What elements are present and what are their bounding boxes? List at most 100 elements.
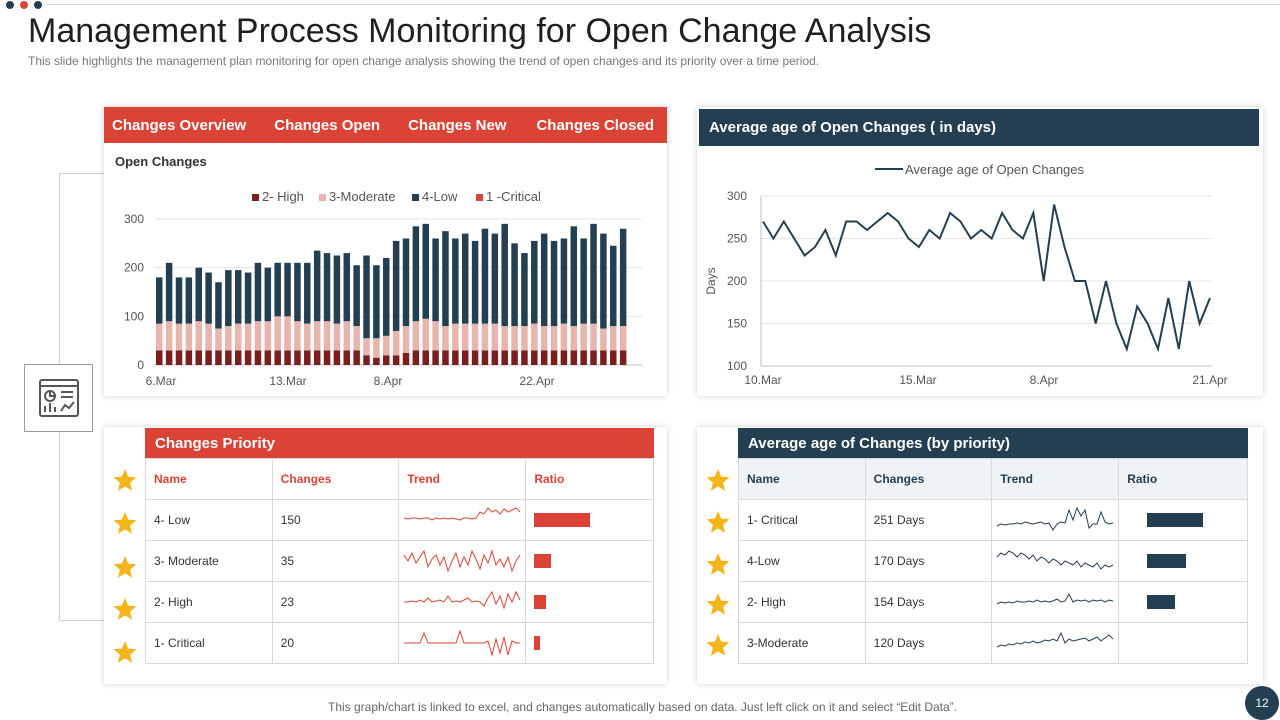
sparkline <box>997 592 1114 604</box>
age-stars <box>706 469 730 656</box>
bar-segment <box>531 350 538 365</box>
cell-name: 3-Moderate <box>738 622 866 664</box>
bar-segment <box>294 262 301 322</box>
bar-segment <box>373 357 380 365</box>
bar-segment <box>323 350 331 365</box>
bar-segment <box>619 228 627 327</box>
x-tick-label: 15.Mar <box>899 373 936 387</box>
sparkline <box>997 631 1114 647</box>
footer-note: This graph/chart is linked to excel, and… <box>328 700 957 714</box>
table-row: 3- Moderate 35 <box>145 540 654 582</box>
overview-tabs: Changes Overview Changes Open Changes Ne… <box>104 107 667 143</box>
bar-segment <box>363 355 370 365</box>
y-axis-label: Days <box>704 267 718 294</box>
bar-segment <box>501 326 508 351</box>
column-header: Changes <box>271 458 400 500</box>
x-tick-label: 8.Apr <box>374 374 403 388</box>
bar-segment <box>353 350 360 365</box>
priority-table-header: Changes Priority <box>145 428 654 458</box>
bar-segment <box>442 326 449 351</box>
tab-changes-open[interactable]: Changes Open <box>274 116 381 134</box>
bar-segment <box>225 326 232 351</box>
bar-segment <box>244 350 252 365</box>
bar-segment <box>343 321 351 351</box>
y-tick-label: 250 <box>727 232 747 246</box>
cell-name: 2- High <box>738 581 866 623</box>
cell-ratio <box>1118 581 1248 623</box>
bar-segment <box>422 223 429 319</box>
changes-overview-card: Changes Overview Changes Open Changes Ne… <box>104 107 667 396</box>
y-tick-label: 0 <box>137 358 144 372</box>
table-row: 4- Low 150 <box>145 499 654 541</box>
bar-segment <box>195 321 202 351</box>
bar-segment <box>156 277 163 324</box>
bar-segment <box>560 323 568 351</box>
legend-swatch <box>252 194 259 201</box>
cell-trend <box>398 622 527 664</box>
dashboard-icon <box>38 379 79 417</box>
cell-changes: 120 Days <box>864 622 993 664</box>
bar-segment <box>274 350 281 365</box>
bar-segment <box>165 321 173 351</box>
bar-segment <box>313 321 321 351</box>
star-icon <box>706 511 730 533</box>
tab-changes-closed[interactable]: Changes Closed <box>536 116 654 134</box>
bar-segment <box>412 226 420 322</box>
bar-segment <box>225 350 232 365</box>
dot-icon <box>6 1 14 9</box>
bar-segment <box>373 265 380 339</box>
legend-swatch <box>412 194 419 201</box>
bar-segment <box>452 350 459 365</box>
ratio-bar <box>1147 595 1176 609</box>
bar-segment <box>570 326 578 351</box>
bar-segment <box>383 355 390 365</box>
bar-segment <box>442 231 449 327</box>
bar-segment <box>175 350 183 365</box>
cell-ratio <box>1118 622 1248 664</box>
table-row: 1- Critical 251 Days <box>738 499 1248 541</box>
bar-segment <box>313 250 321 322</box>
bar-segment <box>392 330 400 356</box>
column-header: Name <box>738 458 866 500</box>
bar-segment <box>244 323 252 351</box>
bar-segment <box>185 323 193 351</box>
sparkline-path <box>997 592 1114 604</box>
tab-changes-overview[interactable]: Changes Overview <box>112 116 247 134</box>
bar-segment <box>392 240 400 331</box>
bar-segment <box>323 321 331 351</box>
bar-segment <box>610 245 617 327</box>
bar-segment <box>600 328 607 351</box>
bar-segment <box>491 323 499 351</box>
bar-segment <box>590 350 597 365</box>
cell-name: 4-Low <box>738 540 866 582</box>
legend-swatch <box>476 194 483 201</box>
legend-label: 4-Low <box>422 189 458 204</box>
cell-ratio <box>1118 540 1248 582</box>
connector-line <box>59 173 104 174</box>
sparkline <box>404 590 521 610</box>
dashboard-icon-box <box>24 364 93 432</box>
bar-segment <box>234 350 242 365</box>
sparkline <box>404 506 521 521</box>
age-priority-card: Average age of Changes (by priority) Nam… <box>697 427 1263 684</box>
star-icon <box>706 553 730 575</box>
cell-name: 1- Critical <box>738 499 866 541</box>
table-row: 2- High 154 Days <box>738 581 1248 623</box>
bar-segment <box>205 323 212 351</box>
bar-segment <box>274 316 281 351</box>
bar-segment <box>333 350 341 365</box>
bar-segment <box>383 257 390 336</box>
cell-trend <box>398 499 527 541</box>
cell-ratio <box>525 540 654 582</box>
avg-age-header: Average age of Open Changes ( in days) <box>699 109 1259 146</box>
table-row: 1- Critical 20 <box>145 622 654 664</box>
y-tick-label: 100 <box>727 359 747 373</box>
tab-changes-new[interactable]: Changes New <box>408 116 507 134</box>
cell-name: 1- Critical <box>145 622 273 664</box>
bar-segment <box>590 223 597 324</box>
dot-icon <box>34 1 42 9</box>
cell-trend <box>398 581 527 623</box>
sparkline-path <box>404 628 521 657</box>
bar-segment <box>264 267 272 322</box>
bar-segment <box>560 238 568 324</box>
